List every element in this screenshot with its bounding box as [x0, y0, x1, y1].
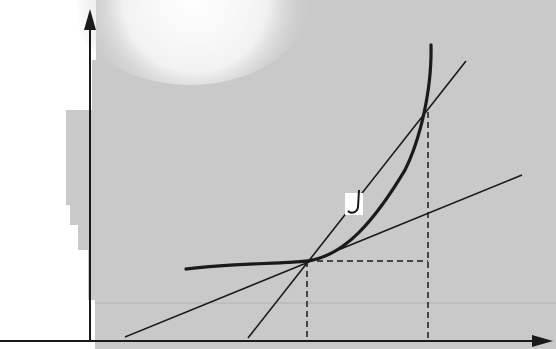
angle-mark — [345, 190, 363, 215]
paper-background — [66, 0, 556, 349]
